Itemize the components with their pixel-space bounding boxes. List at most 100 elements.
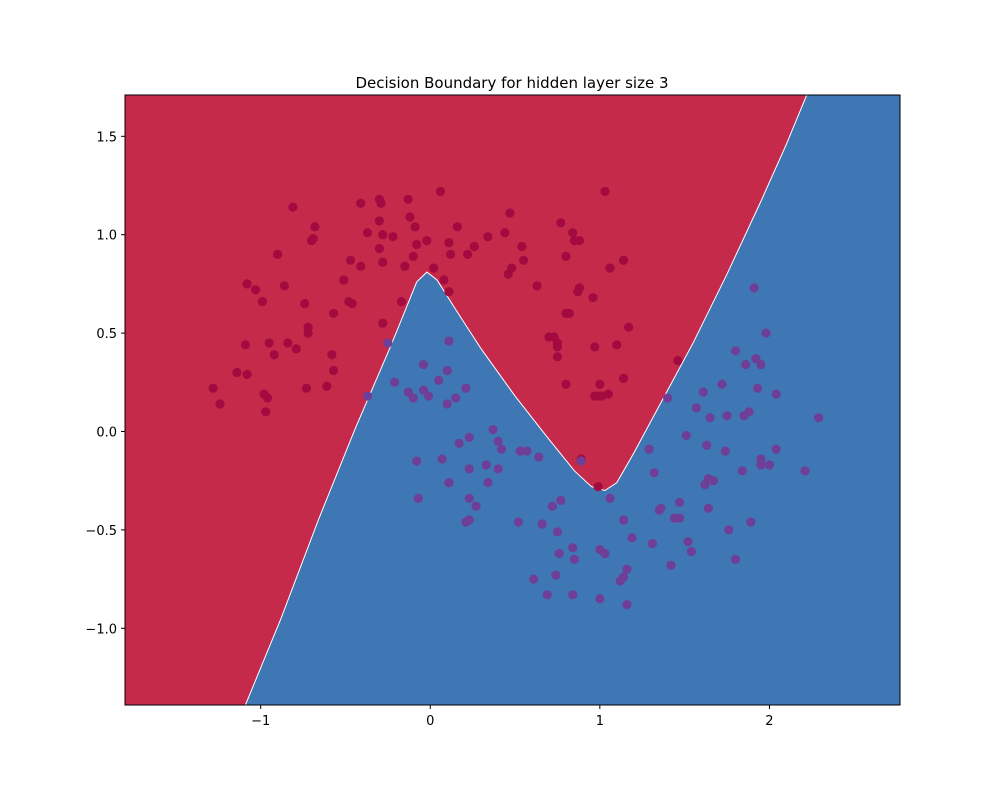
point-class-0 bbox=[435, 186, 446, 197]
point-class-1 bbox=[442, 399, 452, 409]
point-class-0 bbox=[257, 297, 267, 307]
y-tick-label: 0.0 bbox=[96, 425, 117, 440]
point-class-1 bbox=[771, 389, 781, 399]
y-tick-label: 1.0 bbox=[96, 229, 117, 244]
y-tick-label: 0.5 bbox=[96, 327, 117, 342]
point-class-1 bbox=[724, 525, 734, 535]
point-class-0 bbox=[590, 342, 600, 352]
point-class-0 bbox=[232, 367, 242, 378]
point-class-0 bbox=[500, 228, 510, 238]
point-class-0 bbox=[310, 222, 320, 232]
point-class-0 bbox=[356, 198, 366, 208]
point-class-1 bbox=[683, 537, 693, 547]
point-class-0 bbox=[412, 239, 422, 250]
point-class-0 bbox=[561, 308, 571, 319]
point-class-1 bbox=[705, 413, 715, 423]
point-class-1 bbox=[413, 493, 423, 503]
point-class-0 bbox=[215, 399, 225, 409]
point-class-1 bbox=[737, 466, 747, 476]
point-class-1 bbox=[515, 446, 525, 456]
point-class-1 bbox=[752, 383, 763, 393]
point-class-0 bbox=[552, 338, 563, 348]
point-class-0 bbox=[339, 275, 349, 285]
point-class-0 bbox=[283, 338, 293, 348]
point-class-1 bbox=[434, 375, 444, 385]
point-class-1 bbox=[493, 436, 503, 446]
point-class-1 bbox=[390, 377, 400, 387]
point-class-0 bbox=[518, 255, 529, 265]
point-class-0 bbox=[673, 356, 683, 366]
point-class-0 bbox=[505, 208, 515, 218]
point-class-0 bbox=[561, 379, 571, 389]
point-class-0 bbox=[408, 251, 418, 261]
point-class-1 bbox=[698, 387, 708, 397]
point-class-1 bbox=[496, 444, 507, 454]
point-class-1 bbox=[412, 456, 422, 466]
point-class-1 bbox=[741, 359, 751, 370]
x-tick-label: 2 bbox=[765, 714, 773, 729]
point-class-0 bbox=[403, 194, 413, 204]
y-tick-label: −1.0 bbox=[85, 622, 117, 637]
point-class-1 bbox=[746, 517, 756, 527]
point-class-0 bbox=[517, 241, 527, 252]
point-class-1 bbox=[568, 590, 578, 600]
point-class-1 bbox=[722, 411, 732, 421]
point-class-0 bbox=[439, 275, 449, 285]
point-class-1 bbox=[703, 503, 713, 513]
point-class-1 bbox=[800, 466, 810, 476]
point-class-1 bbox=[618, 515, 629, 525]
point-class-0 bbox=[532, 281, 542, 291]
point-class-0 bbox=[374, 243, 384, 254]
point-class-0 bbox=[588, 293, 598, 303]
point-class-0 bbox=[356, 261, 366, 271]
point-class-1 bbox=[717, 379, 727, 389]
point-class-1 bbox=[464, 432, 474, 442]
point-class-1 bbox=[493, 464, 503, 474]
y-tick-label: −0.5 bbox=[85, 524, 117, 539]
point-class-0 bbox=[603, 389, 613, 399]
point-class-0 bbox=[328, 365, 339, 376]
point-class-0 bbox=[303, 322, 313, 332]
point-class-1 bbox=[418, 359, 429, 370]
x-tick-label: −1 bbox=[251, 714, 270, 729]
point-class-1 bbox=[454, 438, 464, 448]
point-class-0 bbox=[262, 393, 273, 403]
point-class-1 bbox=[464, 493, 474, 503]
point-class-1 bbox=[576, 456, 586, 466]
point-class-1 bbox=[674, 513, 685, 523]
point-class-0 bbox=[264, 338, 274, 348]
point-class-0 bbox=[568, 228, 578, 238]
point-class-1 bbox=[764, 460, 775, 470]
point-class-0 bbox=[261, 407, 271, 417]
point-class-0 bbox=[595, 379, 605, 389]
point-class-1 bbox=[674, 497, 685, 507]
point-class-1 bbox=[444, 336, 454, 346]
point-class-1 bbox=[622, 564, 632, 574]
point-class-1 bbox=[383, 338, 393, 348]
point-class-0 bbox=[378, 257, 388, 267]
point-class-1 bbox=[618, 572, 629, 582]
point-class-1 bbox=[666, 560, 676, 570]
point-class-1 bbox=[554, 548, 564, 559]
point-class-1 bbox=[556, 495, 566, 505]
point-class-0 bbox=[618, 255, 629, 265]
point-class-0 bbox=[240, 340, 251, 350]
point-class-0 bbox=[410, 222, 420, 232]
point-class-0 bbox=[328, 308, 339, 319]
point-class-1 bbox=[663, 393, 673, 403]
point-class-0 bbox=[574, 236, 585, 246]
point-class-1 bbox=[730, 554, 741, 564]
plot-area bbox=[125, 95, 900, 705]
point-class-1 bbox=[656, 503, 666, 513]
point-class-0 bbox=[273, 249, 283, 259]
chart-title: Decision Boundary for hidden layer size … bbox=[355, 74, 668, 92]
point-class-0 bbox=[605, 263, 615, 273]
point-class-1 bbox=[444, 478, 454, 488]
point-class-0 bbox=[208, 383, 218, 393]
point-class-1 bbox=[547, 501, 557, 511]
scatter-points bbox=[208, 186, 824, 610]
point-class-0 bbox=[552, 352, 563, 362]
point-class-0 bbox=[322, 381, 332, 391]
point-class-0 bbox=[462, 249, 473, 259]
point-class-0 bbox=[483, 232, 493, 242]
